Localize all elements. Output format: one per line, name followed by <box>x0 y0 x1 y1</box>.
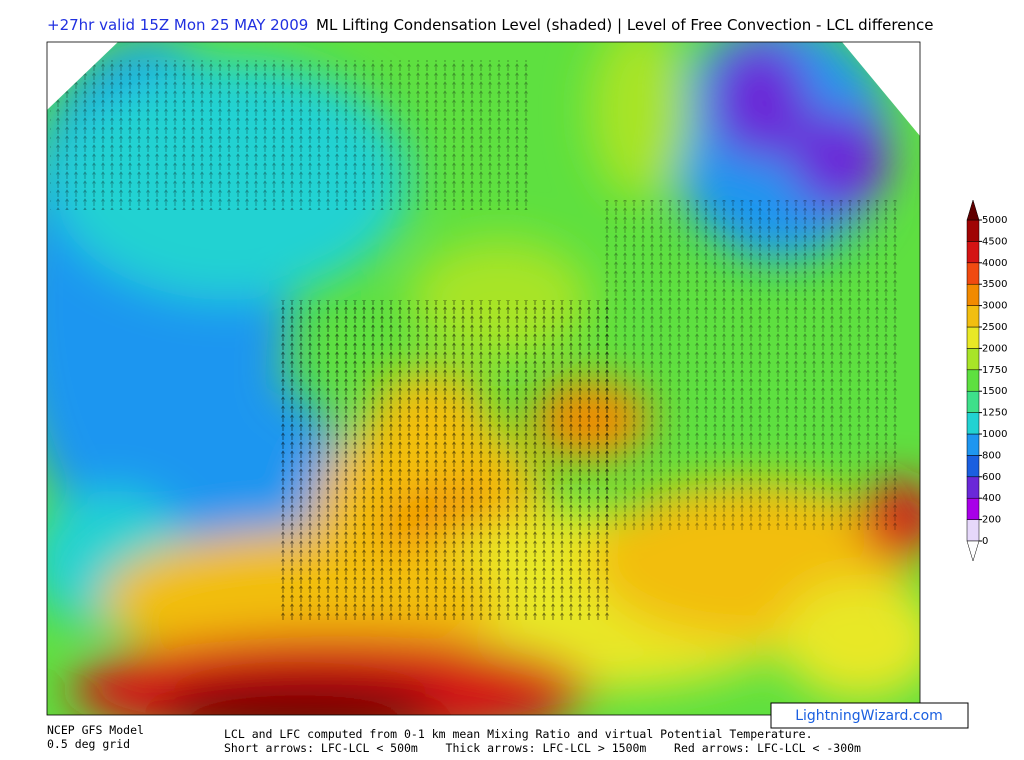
colorbar-label: 2500 <box>982 322 1007 333</box>
colorbar-swatch <box>966 283 980 306</box>
colorbar-swatch <box>966 262 980 285</box>
map <box>47 42 920 715</box>
colorbar-swatch <box>966 455 980 478</box>
colorbar-label: 5000 <box>982 215 1007 226</box>
header-title: ML Lifting Condensation Level (shaded) |… <box>316 16 933 34</box>
colorbar-swatch <box>966 326 980 349</box>
map-frame <box>46 41 921 716</box>
colorbar-label: 2000 <box>982 343 1007 354</box>
header-run: +27hr valid 15Z Mon 25 MAY 2009 <box>47 16 308 34</box>
colorbar-label: 4000 <box>982 258 1007 269</box>
colorbar-swatch <box>966 241 980 264</box>
colorbar-top <box>966 199 980 221</box>
colorbar-swatch <box>966 497 980 520</box>
colorbar-label: 3000 <box>982 301 1007 312</box>
colorbar-swatch <box>966 390 980 413</box>
footer-model: NCEP GFS Model <box>47 723 144 737</box>
colorbar-swatch <box>966 369 980 392</box>
colorbar-label: 1000 <box>982 429 1007 440</box>
colorbar-label: 1250 <box>982 408 1007 419</box>
colorbar-label: 400 <box>982 493 1001 504</box>
colorbar-swatch <box>966 219 980 242</box>
colorbar: 0 200 400 600 800 1000 1250 1500 1750 2000 2500 300… <box>966 199 1007 562</box>
colorbar-swatch <box>966 348 980 371</box>
colorbar-swatch <box>966 412 980 435</box>
colorbar-label: 800 <box>982 450 1001 461</box>
footer-legend: Short arrows: LFC-LCL < 500m Thick arrow… <box>224 741 861 755</box>
colorbar-label: 600 <box>982 472 1001 483</box>
colorbar-swatch <box>966 476 980 499</box>
colorbar-swatch <box>966 305 980 328</box>
colorbar-label: 3500 <box>982 279 1007 290</box>
colorbar-swatch <box>966 433 980 456</box>
footer-note: LCL and LFC computed from 0-1 km mean Mi… <box>224 727 813 741</box>
colorbar-label: 200 <box>982 515 1001 526</box>
colorbar-swatch <box>966 519 980 542</box>
colorbar-label: 1750 <box>982 365 1007 376</box>
watermark-box <box>770 702 969 729</box>
colorbar-bottom <box>966 540 980 562</box>
footer-grid: 0.5 deg grid <box>47 737 130 751</box>
colorbar-label: 1500 <box>982 386 1007 397</box>
colorbar-label: 0 <box>982 536 988 547</box>
colorbar-label: 4500 <box>982 236 1007 247</box>
watermark: LightningWizard.com <box>795 708 943 724</box>
